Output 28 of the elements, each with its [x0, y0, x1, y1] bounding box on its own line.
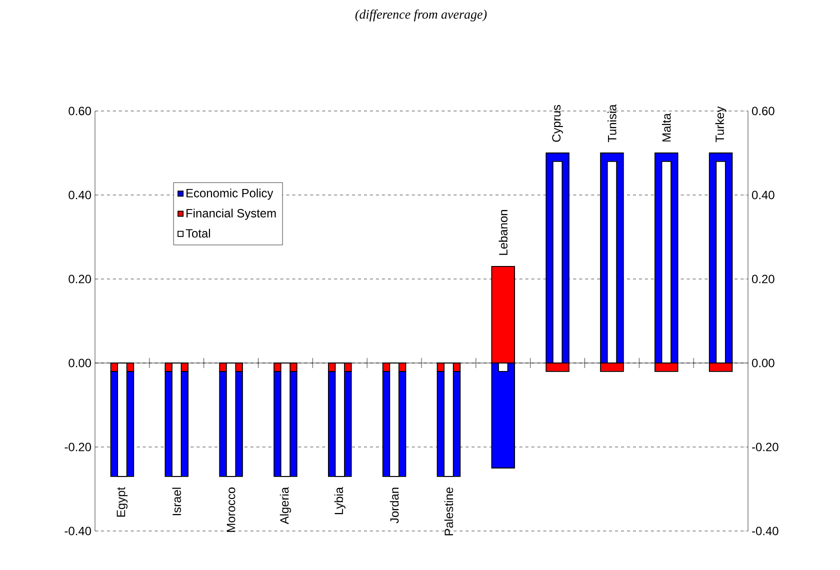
y2-tick-label: -0.40	[752, 526, 778, 536]
y2-tick-label: 0.60	[752, 106, 774, 116]
x-tick-label: Malta	[662, 113, 671, 142]
legend-label: Financial System	[186, 208, 276, 220]
x-tick-label: Turkey	[715, 106, 726, 142]
x-tick-label: Jordan	[390, 488, 399, 524]
x-tick-label: Tunisia	[608, 104, 616, 142]
x-tick-label: Lybia	[334, 487, 346, 514]
y2-tick-label: 0.40	[752, 190, 774, 200]
y2-tick-label: 0.20	[752, 274, 774, 284]
x-tick-label: Algeria	[280, 487, 292, 524]
chart-title: (difference from average)	[355, 10, 487, 22]
x-tick-label: Cyprus	[552, 104, 563, 142]
y-tick-label: 0.00	[68, 358, 92, 368]
legend-label: Economic Policy	[186, 188, 274, 200]
y-tick-label: -0.20	[64, 442, 92, 452]
y-tick-label: -0.40	[64, 526, 92, 536]
x-tick-label: Egypt	[116, 487, 128, 517]
y2-tick-label: -0.20	[752, 442, 778, 452]
x-tick-label: Palestine	[444, 488, 454, 536]
legend-label: Total	[186, 228, 210, 238]
x-tick-label: Israel	[172, 488, 182, 516]
y-tick-label: 0.60	[68, 106, 92, 116]
x-tick-label: Lebanon	[498, 210, 508, 255]
y2-tick-label: 0.00	[752, 358, 774, 368]
y-tick-label: 0.20	[68, 274, 92, 284]
x-tick-label: Morocco	[226, 488, 236, 532]
y-tick-label: 0.40	[68, 190, 92, 200]
